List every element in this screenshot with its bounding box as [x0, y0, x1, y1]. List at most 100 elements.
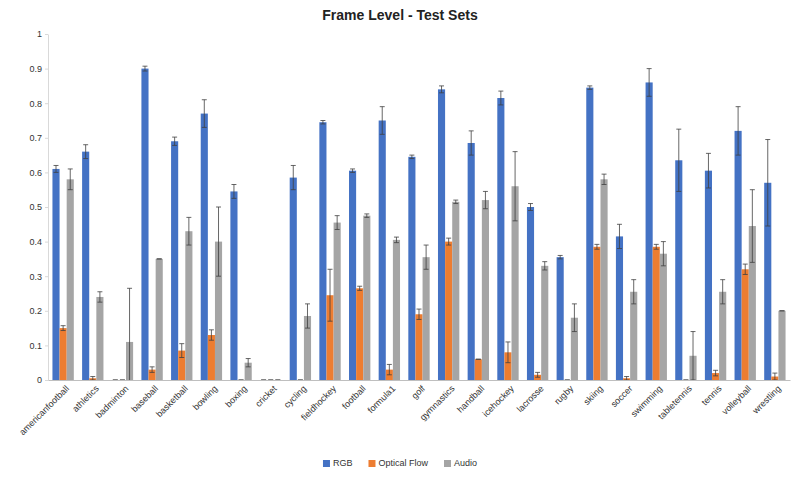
error-bar	[439, 86, 444, 93]
y-tick-label: 0.4	[29, 237, 42, 247]
error-bar-cap	[483, 208, 488, 209]
error-bar-cap	[483, 191, 488, 192]
x-tick: cycling	[282, 383, 309, 410]
bar	[742, 269, 749, 380]
error-bar	[676, 129, 681, 191]
error-bar-cap	[186, 217, 191, 218]
error-bar-cap	[498, 91, 503, 92]
bar	[593, 247, 600, 380]
error-bar	[335, 216, 340, 230]
y-tick: 0	[37, 375, 48, 385]
y-tick: 0.7	[29, 133, 48, 143]
error-bar	[780, 310, 785, 311]
y-tick: 0.9	[29, 64, 48, 74]
bar	[52, 169, 59, 380]
error-bar-stem	[500, 91, 501, 105]
error-bar-stem	[204, 100, 205, 128]
error-bar-cap	[261, 380, 266, 381]
bar	[112, 380, 119, 381]
error-bar-cap	[661, 241, 666, 242]
x-tick-label: cycling	[282, 383, 309, 410]
error-bar-stem	[656, 244, 657, 249]
error-bar-cap	[602, 184, 607, 185]
error-bar-stem	[663, 242, 664, 266]
error-bar-cap	[691, 331, 696, 332]
error-bar-cap	[127, 288, 132, 289]
bar	[586, 88, 593, 380]
x-tick: football	[340, 383, 368, 411]
error-bar-stem	[722, 280, 723, 304]
y-tick-mark	[45, 69, 48, 70]
x-tick: fieldhockey	[299, 383, 338, 422]
y-axis: 00.10.20.30.40.50.60.70.80.91	[29, 29, 48, 385]
error-bar-stem	[307, 304, 308, 328]
y-tick: 0.6	[29, 168, 48, 178]
bar	[67, 179, 74, 380]
error-bar	[61, 326, 66, 331]
error-bar-cap	[409, 158, 414, 159]
error-bar-cap	[261, 380, 266, 381]
error-bar	[743, 264, 748, 274]
error-bar-stem	[330, 269, 331, 321]
legend-swatch	[368, 460, 375, 467]
x-axis: americanfootballathleticsbadmintonbaseba…	[17, 381, 790, 438]
error-bar-cap	[676, 129, 681, 130]
error-bar-cap	[602, 174, 607, 175]
x-tick: formula1	[366, 383, 398, 415]
error-bar-stem	[715, 370, 716, 376]
error-bar	[305, 304, 310, 328]
error-bar	[505, 342, 510, 363]
error-bar-stem	[181, 344, 182, 358]
y-tick: 0.2	[29, 306, 48, 316]
x-tick-label: volleyball	[720, 383, 753, 416]
error-bar-cap	[216, 276, 221, 277]
error-bar-cap	[179, 343, 184, 344]
bar	[475, 359, 482, 380]
x-tick-label: football	[340, 383, 368, 411]
error-bar-cap	[231, 184, 236, 185]
bar	[319, 122, 326, 380]
error-bar-stem	[233, 185, 234, 199]
y-tick-label: 0.6	[29, 168, 42, 178]
error-bar-stem	[589, 86, 590, 89]
chart-title: Frame Level - Test Sets	[322, 7, 478, 23]
error-bar-cap	[476, 359, 481, 360]
error-bar	[68, 169, 73, 190]
bar	[260, 380, 267, 381]
y-tick-label: 0.9	[29, 64, 42, 74]
bar	[171, 141, 178, 380]
error-bar	[90, 377, 95, 380]
error-bar-cap	[291, 165, 296, 166]
error-bar	[172, 137, 177, 145]
error-bar-cap	[587, 89, 592, 90]
error-bar-cap	[409, 155, 414, 156]
x-tick: golf	[410, 383, 428, 401]
error-bar	[97, 292, 102, 302]
y-tick-label: 1	[37, 29, 42, 39]
error-bar-cap	[624, 376, 629, 377]
y-tick-mark	[45, 103, 48, 104]
error-bar-cap	[683, 380, 688, 381]
error-bar-cap	[380, 106, 385, 107]
x-axis-line	[49, 380, 791, 381]
x-tick-label: boxing	[223, 383, 249, 409]
bar	[778, 311, 785, 380]
y-tick: 0.3	[29, 272, 48, 282]
error-bar	[706, 153, 711, 188]
error-bar-stem	[144, 66, 145, 71]
error-bar-cap	[654, 249, 659, 250]
error-bar-stem	[515, 152, 516, 221]
error-bar-stem	[507, 342, 508, 363]
error-bar-cap	[469, 130, 474, 131]
error-bar	[127, 288, 132, 380]
error-bar-stem	[389, 364, 390, 374]
bar	[438, 89, 445, 380]
error-bar-cap	[743, 264, 748, 265]
error-bar-stem	[774, 373, 775, 380]
x-tick-label: badminton	[94, 383, 131, 420]
bar	[82, 152, 89, 380]
bar	[141, 69, 148, 380]
error-bar-cap	[209, 329, 214, 330]
error-bar	[587, 86, 592, 89]
error-bar-cap	[298, 380, 303, 381]
